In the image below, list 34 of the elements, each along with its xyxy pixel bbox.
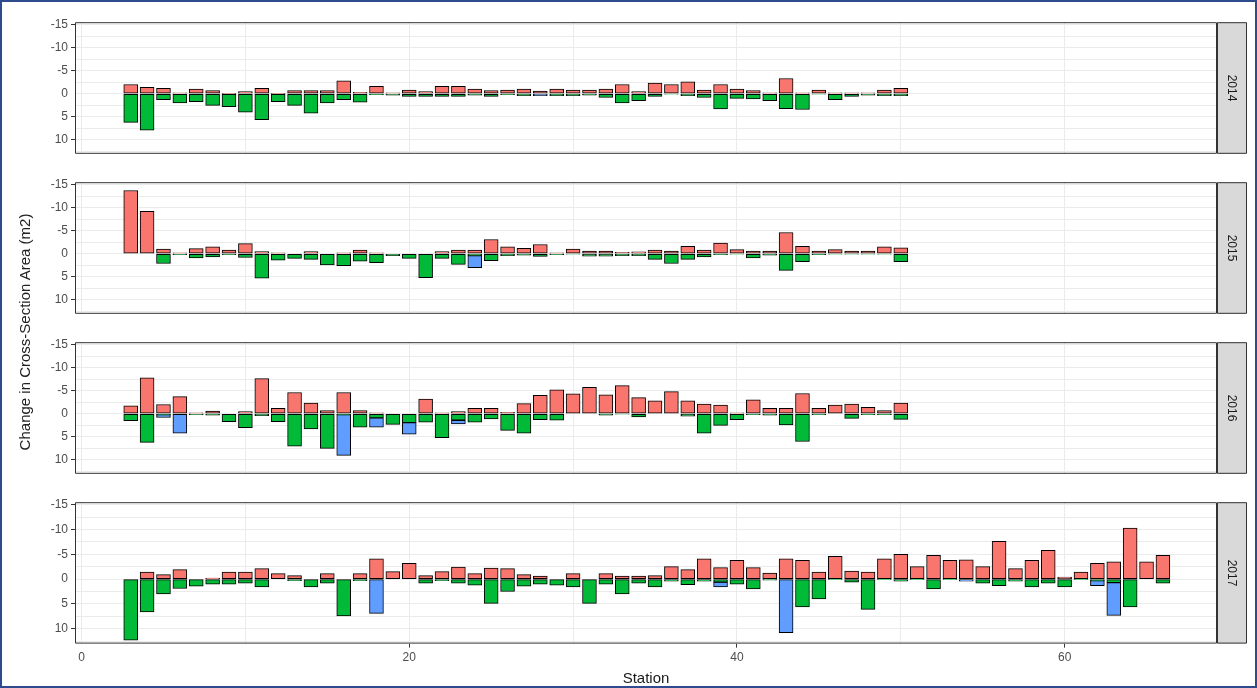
y-tick-label: 10 (54, 292, 69, 307)
y-tick-label: 0 (61, 406, 69, 421)
text: 2014 (1225, 74, 1239, 102)
x-tick-label: 40 (730, 650, 744, 665)
y-tick-label: -10 (50, 359, 69, 374)
x-tick-label: 20 (402, 650, 417, 665)
y-tick-label: 0 (61, 571, 69, 586)
text: 2016 (1225, 394, 1239, 422)
x-axis-title: Station (622, 669, 670, 687)
y-tick-label: -5 (57, 223, 69, 237)
y-tick-label: 10 (54, 621, 69, 636)
y-tick-label: -10 (50, 521, 69, 536)
y-tick-label: -10 (50, 39, 69, 54)
y-tick-label: 0 (61, 246, 69, 261)
x-tick-label: 0 (78, 650, 86, 665)
y-tick-label: -15 (50, 336, 69, 351)
y-tick-label: -10 (50, 199, 69, 214)
x-tick-label: 60 (1057, 650, 1072, 665)
y-tick-label: -15 (50, 16, 69, 31)
y-tick-label: -15 (50, 176, 69, 191)
y-tick-label: -5 (57, 63, 69, 77)
y-tick-label: 10 (54, 132, 69, 147)
y-tick-label: 0 (61, 86, 69, 101)
text: 2015 (1225, 234, 1239, 262)
y-tick-label: -5 (57, 546, 69, 561)
y-tick-label: 5 (61, 269, 69, 284)
y-tick-label: 5 (61, 109, 69, 124)
y-axis-title: Change in Cross-Section Area (m2) (15, 213, 33, 451)
y-tick-label: 5 (61, 429, 69, 444)
y-tick-label: -5 (57, 383, 69, 397)
text: 2017 (1225, 559, 1239, 587)
y-tick-label: -15 (50, 496, 69, 511)
y-tick-label: 10 (54, 452, 69, 467)
y-tick-label: 5 (61, 596, 69, 611)
